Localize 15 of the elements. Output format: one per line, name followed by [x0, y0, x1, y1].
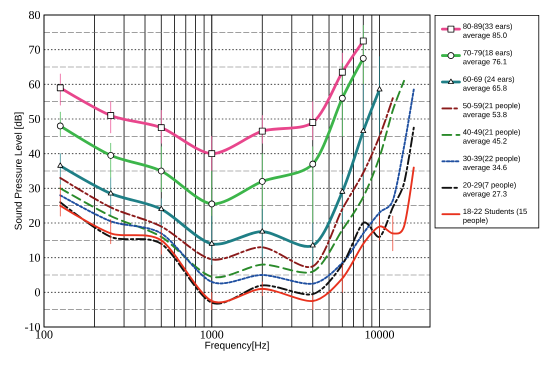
- y-tick-label: 70: [29, 46, 40, 54]
- y-tick-label: 0: [34, 288, 40, 296]
- y-tick-label: 10: [30, 254, 40, 262]
- x-tick-label: 10000: [366, 330, 394, 339]
- y-tick-label: 60: [29, 80, 40, 88]
- x-tick-label: 100: [36, 330, 53, 339]
- x-axis-title: Frequency[Hz]: [205, 341, 269, 351]
- y-tick-label: 30: [29, 184, 40, 192]
- y-tick-label: 40: [28, 150, 40, 158]
- y-axis-title: Sound Pressure Level [dB]: [14, 112, 24, 230]
- y-tick-label: 50: [29, 114, 40, 124]
- x-tick-label: 1000: [200, 330, 224, 339]
- y-tick-label: -10: [24, 322, 40, 332]
- y-tick-label: 80: [28, 10, 40, 20]
- y-tick-label: 20: [29, 218, 40, 228]
